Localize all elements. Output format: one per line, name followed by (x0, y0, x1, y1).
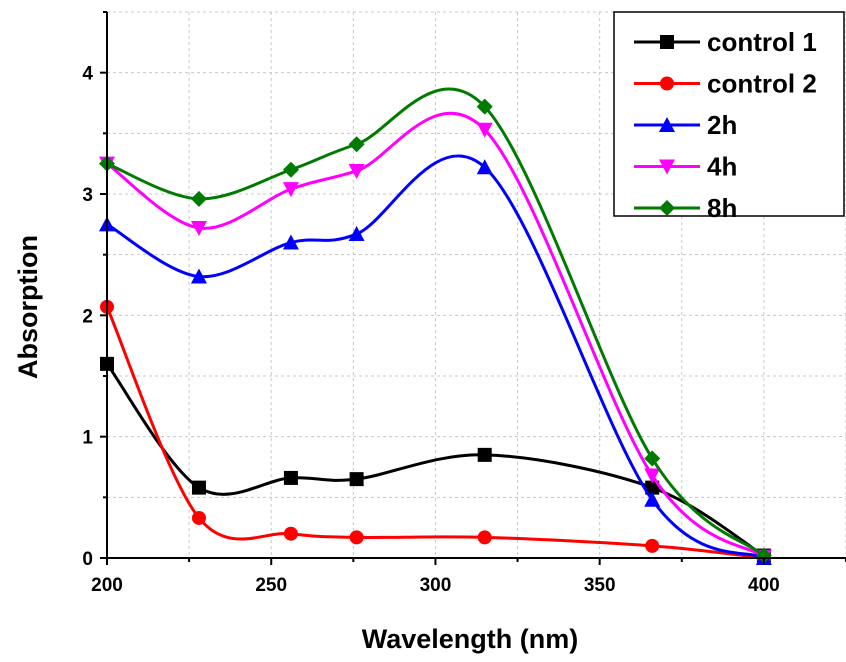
legend-item: control 2 (634, 69, 817, 99)
legend-box (613, 11, 845, 217)
y-axis-title: Absorption (13, 235, 43, 379)
legend-marker (660, 35, 674, 49)
x-tick-label: 400 (748, 575, 780, 596)
data-point (644, 450, 661, 467)
data-point (282, 234, 299, 250)
data-point (645, 538, 660, 553)
data-point (348, 163, 365, 179)
data-point (477, 447, 492, 462)
data-point (190, 190, 207, 207)
y-tick-label: 4 (82, 64, 93, 85)
x-tick-label: 250 (255, 575, 287, 596)
y-tick-label: 3 (82, 185, 93, 206)
data-point (190, 268, 207, 284)
data-point (755, 547, 772, 564)
data-point (349, 530, 364, 545)
legend-label: control 2 (707, 69, 817, 99)
data-point (190, 220, 207, 236)
data-point (476, 98, 493, 115)
data-point (348, 226, 365, 242)
y-tick-label: 1 (82, 428, 93, 449)
series-0 (100, 356, 771, 563)
legend-item: 2h (634, 110, 737, 140)
y-tick-label: 0 (82, 549, 93, 570)
legend-label: 8h (707, 193, 737, 223)
data-point (476, 159, 493, 175)
series-4 (99, 87, 772, 564)
legend-label: control 1 (707, 27, 817, 57)
legend-item: 4h (634, 152, 737, 182)
data-point (283, 470, 298, 485)
y-tick-label: 2 (82, 306, 93, 327)
legend-label: 4h (707, 152, 737, 182)
data-point (644, 468, 661, 484)
x-tick-label: 300 (420, 575, 452, 596)
x-axis-title: Wavelength (nm) (362, 624, 579, 654)
data-point (349, 472, 364, 487)
data-point (282, 182, 299, 198)
data-point (348, 136, 365, 153)
data-point (477, 530, 492, 545)
x-tick-label: 350 (584, 575, 616, 596)
legend-marker (659, 117, 675, 132)
data-point (191, 480, 206, 495)
legend-marker (660, 76, 674, 91)
legend-marker (659, 159, 675, 175)
axes: 200 250 300 350 400 0 1 2 3 4 (82, 11, 846, 596)
data-point (645, 480, 660, 495)
legend-item: control 1 (634, 27, 817, 57)
legend: control 1 control 2 2h 4h 8h (613, 11, 845, 223)
data-point (191, 510, 206, 525)
x-tick-label: 200 (91, 575, 123, 596)
data-point (282, 161, 299, 178)
legend-marker (659, 200, 675, 216)
data-point (283, 526, 298, 541)
legend-item: 8h (634, 193, 737, 223)
legend-label: 2h (707, 110, 737, 140)
data-point (644, 491, 661, 507)
data-point (476, 122, 493, 138)
